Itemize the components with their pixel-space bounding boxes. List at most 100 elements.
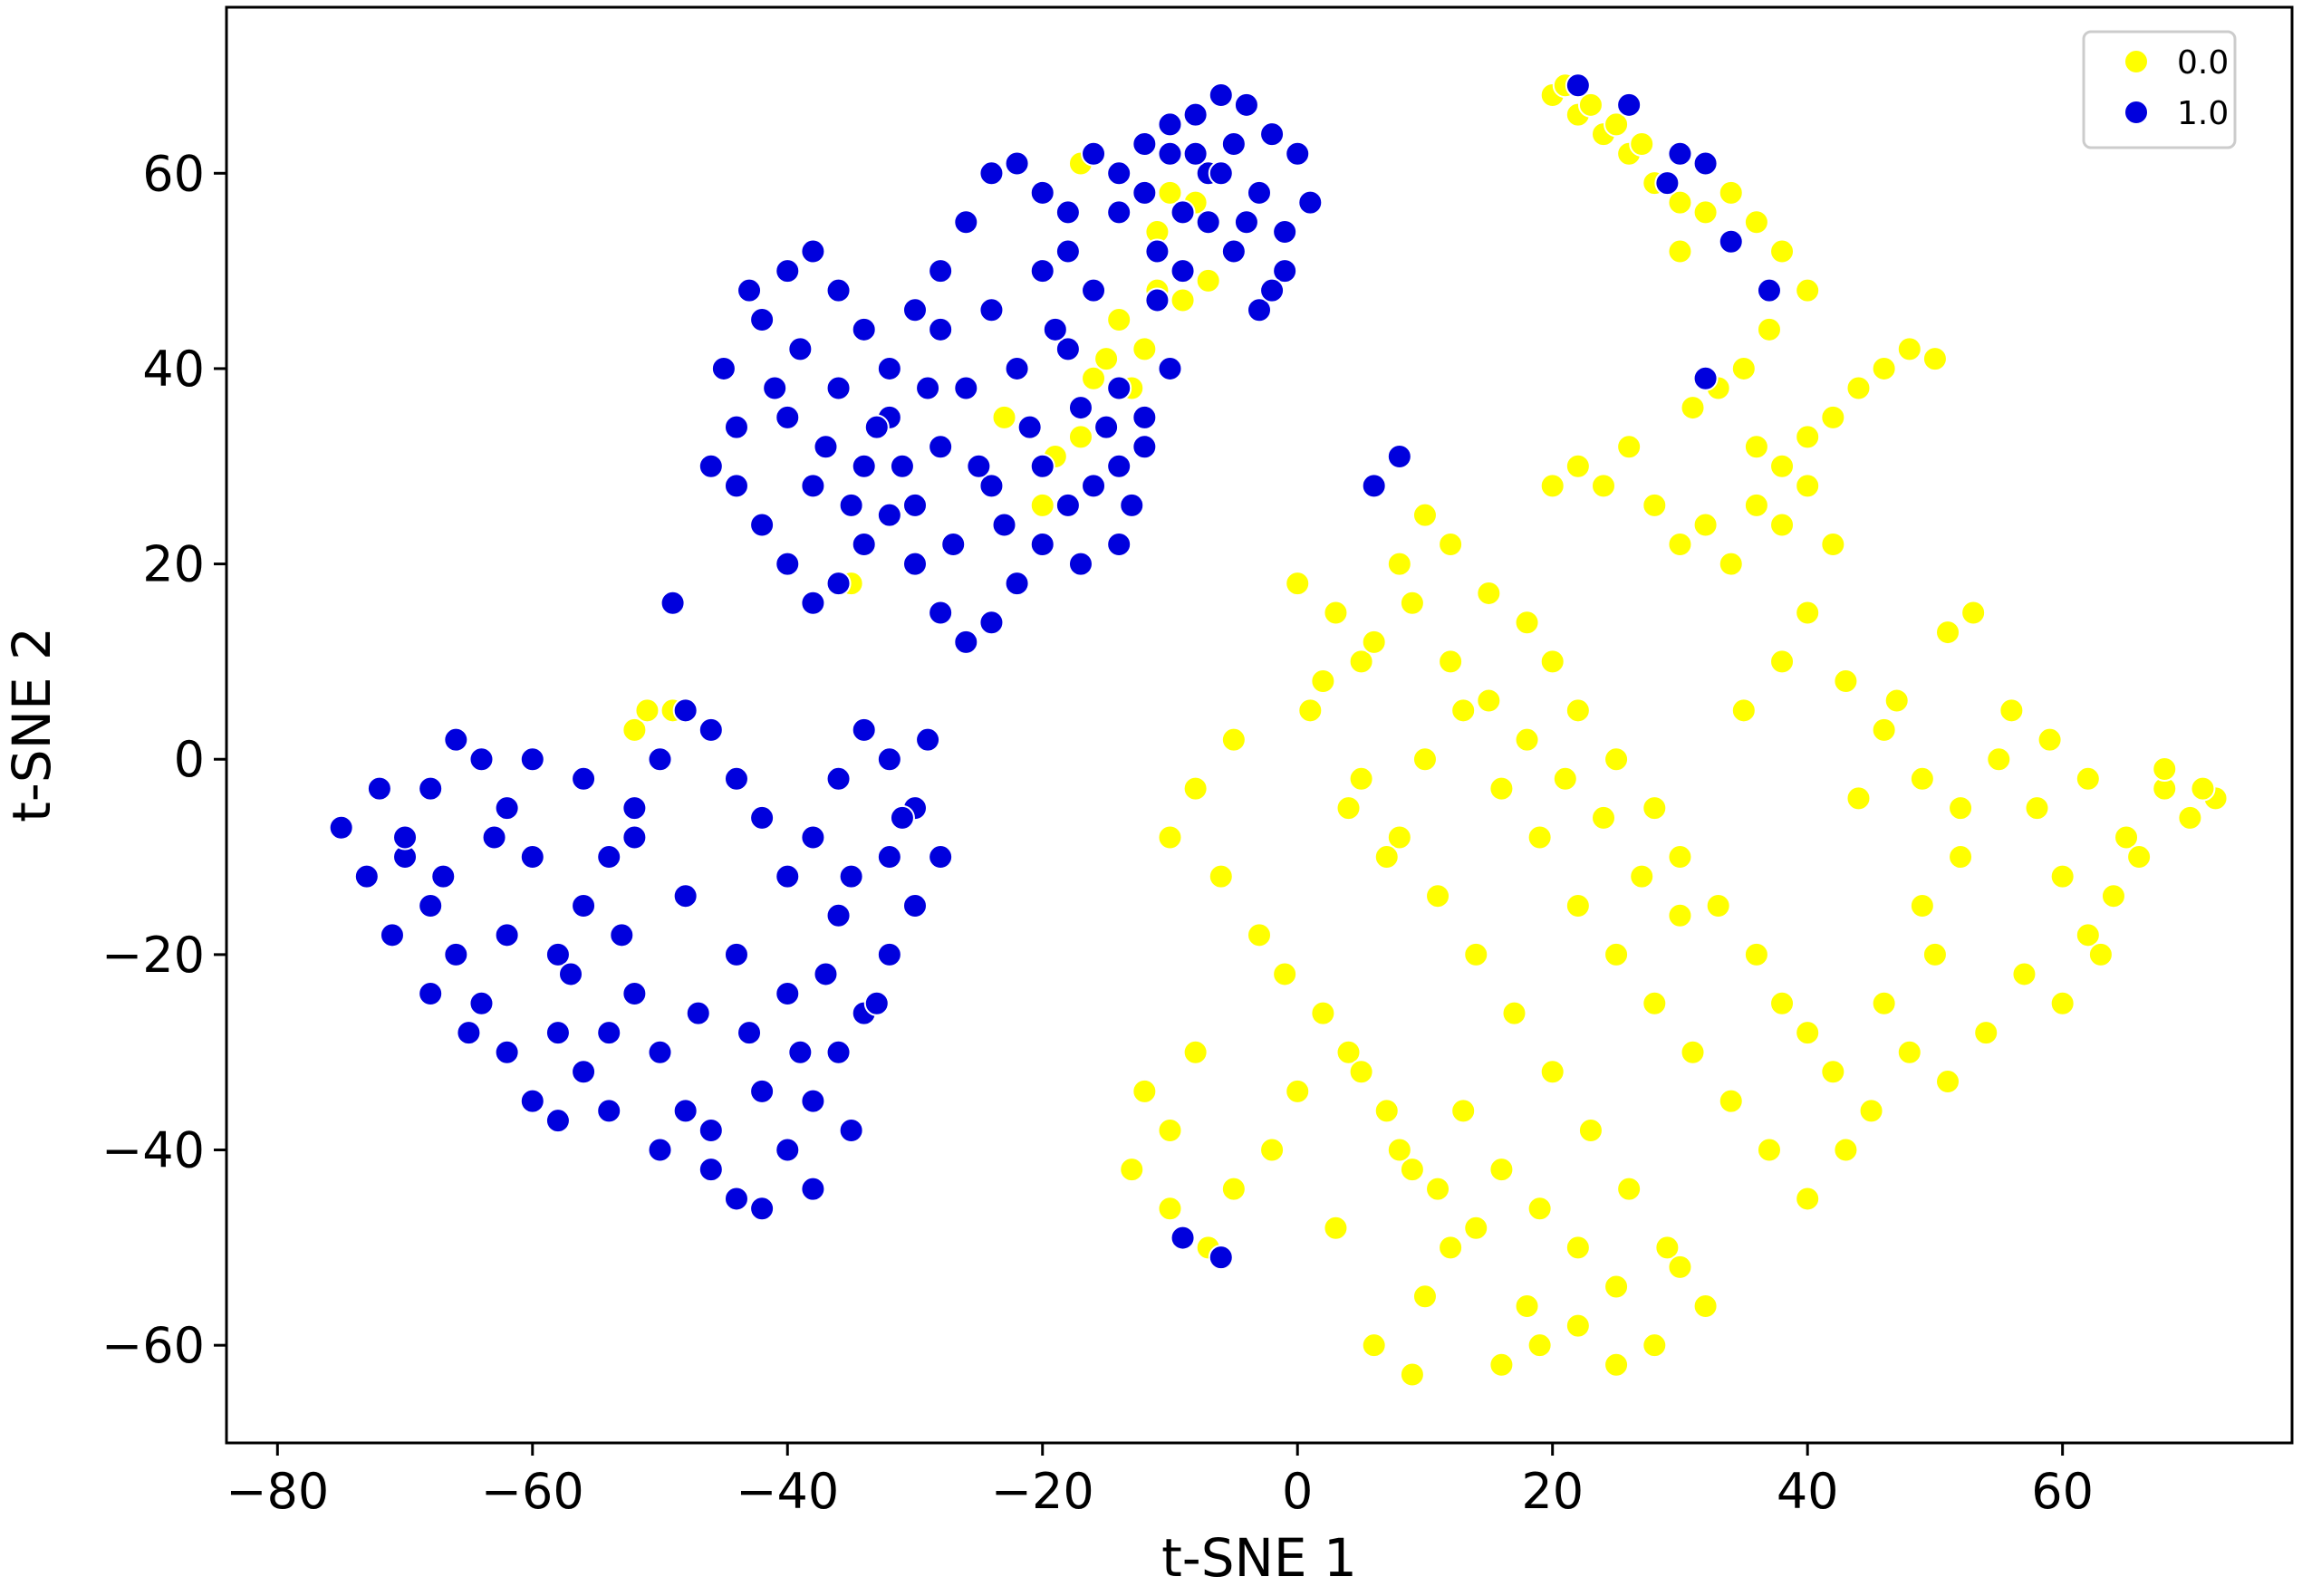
scatter-point: [1119, 492, 1145, 518]
scatter-point: [1795, 277, 1821, 303]
scatter-point: [621, 795, 648, 822]
y-tick-label: 20: [142, 536, 205, 593]
scatter-point: [953, 209, 979, 236]
scatter-point: [1718, 179, 1744, 206]
scatter-point: [787, 1039, 814, 1065]
scatter-point: [1642, 1332, 1668, 1359]
scatter-point: [1399, 1157, 1425, 1183]
scatter-point: [1960, 600, 1987, 626]
scatter-point: [1157, 824, 1183, 851]
y-tick-label: 0: [174, 731, 205, 788]
scatter-point: [494, 1039, 520, 1065]
scatter-point: [1106, 160, 1132, 187]
scatter-point: [1233, 91, 1259, 118]
scatter-point: [1438, 532, 1464, 558]
scatter-point: [1450, 697, 1477, 724]
scatter-point: [1616, 434, 1642, 460]
scatter-point: [1106, 375, 1132, 401]
scatter-point: [723, 1186, 749, 1212]
scatter-point: [1692, 150, 1719, 177]
scatter-point: [825, 571, 852, 597]
scatter-point: [1845, 785, 1872, 812]
scatter-point: [1616, 91, 1642, 118]
scatter-point: [647, 1137, 673, 1163]
scatter-point: [1373, 1098, 1400, 1124]
scatter-point: [902, 492, 928, 518]
scatter-point: [1604, 746, 1630, 773]
scatter-point: [1642, 990, 1668, 1016]
scatter-point: [519, 844, 545, 870]
scatter-point: [825, 277, 852, 303]
scatter-point: [1247, 922, 1272, 948]
scatter-point: [1170, 287, 1196, 313]
scatter-point: [1909, 892, 1935, 918]
scatter-point: [1463, 1215, 1489, 1241]
scatter-point: [775, 404, 801, 430]
scatter-point: [1577, 91, 1604, 118]
scatter-point: [1259, 1137, 1286, 1163]
scatter-point: [889, 453, 915, 479]
series-0.0: [621, 72, 2229, 1388]
scatter-point: [2037, 726, 2063, 753]
x-tick-label: 40: [1777, 1463, 1839, 1520]
scatter-point: [787, 336, 814, 362]
scatter-point: [1029, 492, 1055, 518]
scatter-point: [596, 844, 622, 870]
scatter-point: [418, 981, 444, 1007]
scatter-point: [1361, 629, 1387, 655]
scatter-point: [1182, 140, 1209, 167]
scatter-point: [2114, 824, 2140, 851]
scatter-point: [1948, 844, 1974, 870]
scatter-point: [1527, 824, 1553, 851]
scatter-point: [1488, 775, 1515, 802]
scatter-point: [723, 414, 749, 440]
scatter-point: [1565, 72, 1591, 99]
scatter-point: [1795, 473, 1821, 499]
scatter-point: [775, 258, 801, 284]
scatter-point: [392, 824, 419, 851]
scatter-point: [698, 453, 724, 479]
scatter-point: [1220, 238, 1247, 264]
scatter-point: [1616, 1176, 1642, 1202]
scatter-point: [953, 629, 979, 655]
x-tick-label: 0: [1282, 1463, 1313, 1520]
scatter-point: [1055, 238, 1081, 264]
scatter-point: [1335, 1039, 1362, 1065]
scatter-point: [1514, 610, 1540, 636]
legend-marker: [2124, 100, 2149, 125]
scatter-point: [1539, 649, 1565, 675]
legend-label: 1.0: [2177, 95, 2229, 132]
scatter-point: [647, 1039, 673, 1065]
scatter-point: [647, 746, 673, 773]
scatter-point: [1527, 1196, 1553, 1222]
scatter-point: [928, 600, 954, 626]
scatter-point: [1539, 473, 1565, 499]
scatter-point: [991, 404, 1017, 430]
scatter-point: [876, 355, 902, 381]
scatter-point: [1029, 258, 1055, 284]
scatter-point: [800, 590, 826, 616]
scatter-point: [519, 746, 545, 773]
scatter-point: [1591, 473, 1616, 499]
scatter-point: [800, 1088, 826, 1114]
scatter-point: [1667, 844, 1693, 870]
scatter-point: [953, 375, 979, 401]
scatter-point: [1820, 1059, 1846, 1085]
scatter-point: [1501, 1000, 1527, 1026]
scatter-point: [621, 716, 648, 743]
scatter-point: [1514, 726, 1540, 753]
scatter-point: [1922, 346, 1948, 372]
scatter-point: [1795, 424, 1821, 450]
scatter-point: [775, 1137, 801, 1163]
scatter-point: [1285, 140, 1311, 167]
scatter-point: [863, 990, 890, 1016]
x-tick-label: 60: [2031, 1463, 2094, 1520]
scatter-point: [1067, 551, 1093, 577]
scatter-point: [1896, 336, 1922, 362]
scatter-point: [902, 892, 928, 918]
scatter-point: [468, 746, 495, 773]
scatter-point: [1132, 130, 1158, 157]
scatter-point: [1604, 1274, 1630, 1300]
scatter-point: [851, 532, 877, 558]
